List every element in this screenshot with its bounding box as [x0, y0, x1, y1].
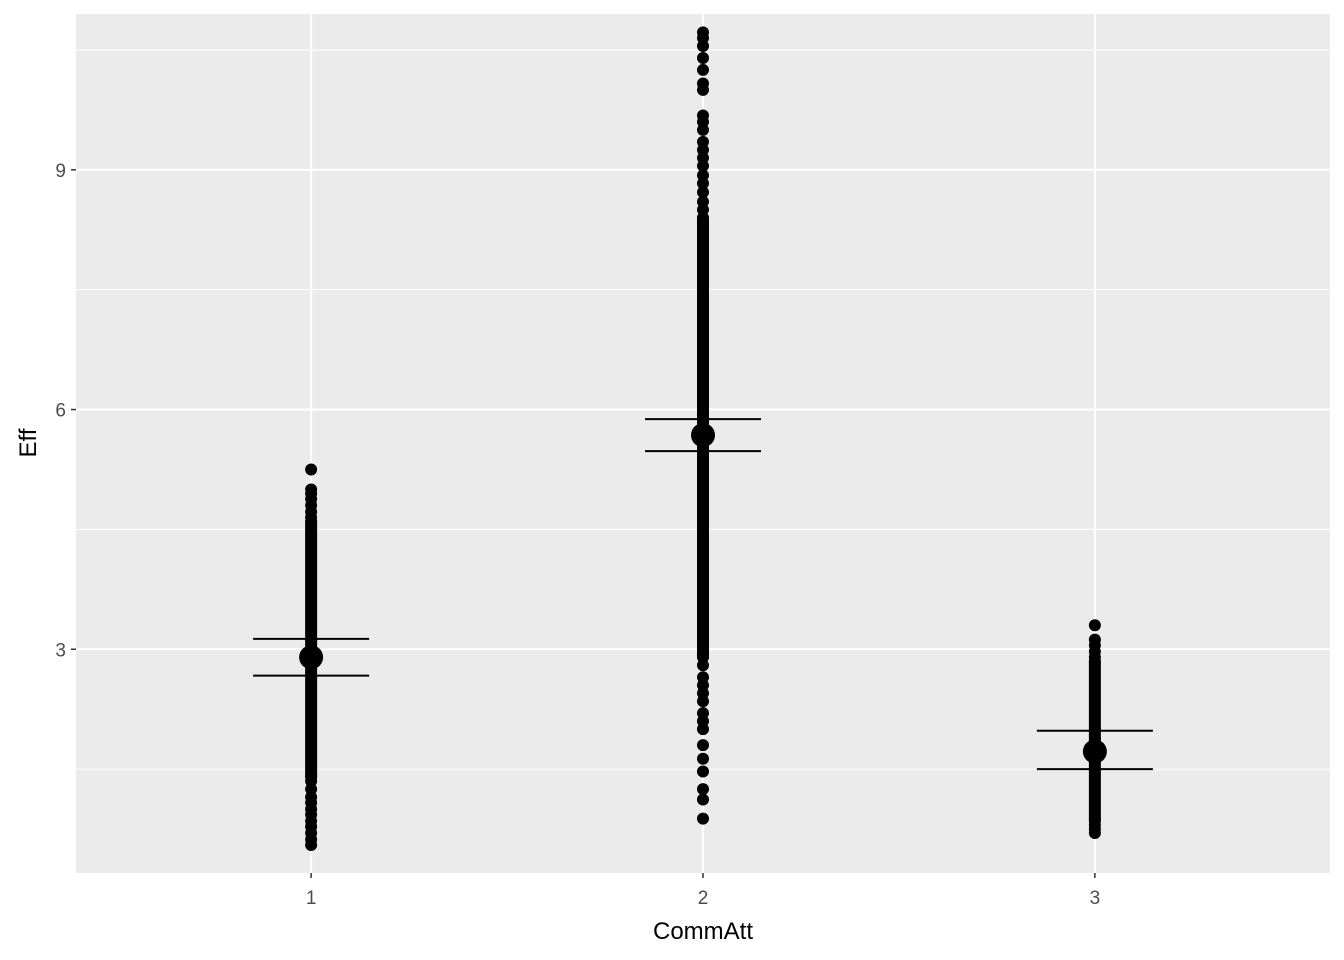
data-point	[697, 812, 709, 825]
data-point	[305, 483, 318, 496]
x-tick-label: 1	[306, 888, 317, 909]
data-point	[697, 77, 709, 90]
data-point	[697, 51, 709, 64]
data-point	[697, 739, 709, 752]
y-tick-label: 9	[55, 161, 66, 182]
x-axis-title: CommAtt	[653, 918, 753, 945]
mean-point	[691, 423, 715, 448]
data-point	[697, 63, 709, 76]
data-point	[697, 169, 709, 182]
data-point	[305, 775, 318, 788]
data-point	[697, 26, 709, 39]
group-3	[1036, 619, 1153, 840]
data-point	[697, 765, 709, 778]
mean-point	[299, 645, 324, 670]
data-point	[1088, 633, 1101, 646]
data-point	[697, 109, 709, 122]
data-point	[697, 793, 709, 806]
data-marks	[253, 26, 1153, 852]
data-point	[697, 752, 709, 765]
y-tick-label: 3	[55, 640, 66, 661]
mean-point	[1082, 739, 1107, 764]
data-point	[1088, 819, 1101, 832]
y-axis-title: Eff	[15, 428, 42, 457]
data-point	[697, 135, 709, 148]
x-tick-label: 3	[1090, 888, 1101, 909]
data-point	[1088, 619, 1101, 632]
x-tick-label: 2	[698, 888, 709, 909]
data-point	[697, 707, 709, 720]
data-point	[305, 463, 318, 476]
data-point	[697, 671, 709, 684]
y-tick-label: 6	[55, 401, 66, 422]
group-2	[645, 26, 761, 825]
data-point	[697, 783, 709, 796]
data-point	[697, 186, 709, 199]
data-point	[697, 659, 709, 672]
group-1	[253, 463, 370, 852]
data-point	[697, 195, 709, 208]
